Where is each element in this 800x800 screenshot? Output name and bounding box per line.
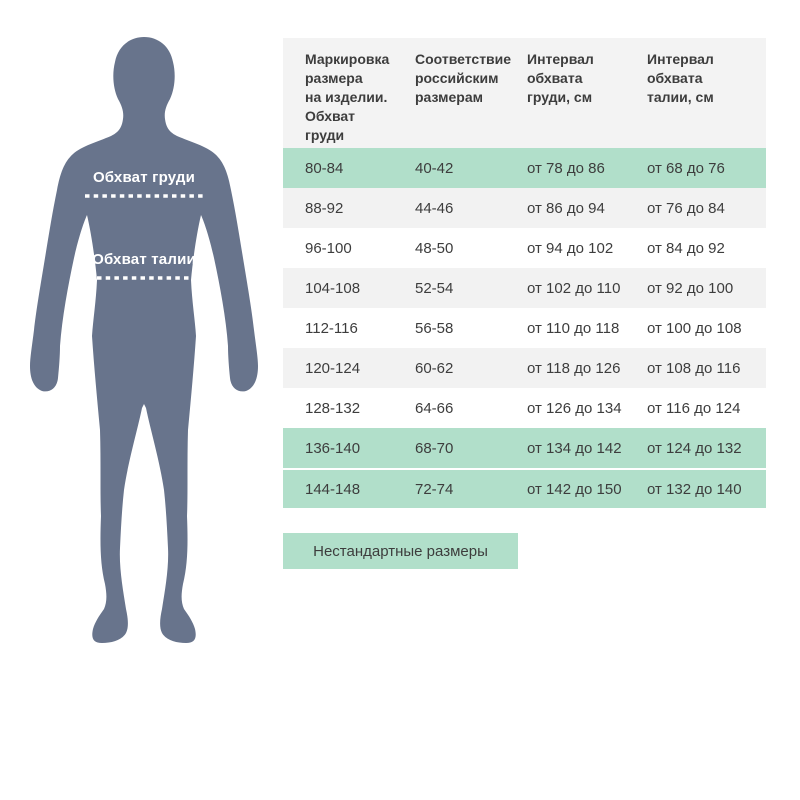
table-row: 80-84 40-42 от 78 до 86 от 68 до 76 (283, 148, 766, 188)
cell-waist: от 132 до 140 (647, 480, 742, 498)
table-row: 136-140 68-70 от 134 до 142 от 124 до 132 (283, 428, 766, 468)
cell-ru: 72-74 (415, 480, 454, 498)
cell-chest: от 94 до 102 (527, 239, 614, 257)
table-row: 128-132 64-66 от 126 до 134 от 116 до 124 (283, 388, 766, 428)
cell-ru: 48-50 (415, 239, 454, 257)
cell-waist: от 124 до 132 (647, 439, 742, 457)
cell-chest: от 110 до 118 (527, 319, 620, 337)
cell-ru: 52-54 (415, 279, 454, 297)
cell-chest: от 102 до 110 (527, 279, 621, 297)
cell-size: 96-100 (305, 239, 352, 257)
cell-size: 136-140 (305, 439, 361, 457)
table-row: 112-116 56-58 от 110 до 118 от 100 до 108 (283, 308, 766, 348)
cell-waist: от 68 до 76 (647, 159, 725, 177)
cell-waist: от 108 до 116 (647, 359, 741, 377)
cell-size: 112-116 (305, 319, 358, 337)
nonstandard-sizes-button[interactable]: Нестандартные размеры (283, 533, 518, 569)
table-header-row: Маркировка размера на изделии. Обхват гр… (283, 38, 766, 148)
cell-ru: 56-58 (415, 319, 454, 337)
body-shape (30, 37, 258, 643)
table-row: 104-108 52-54 от 102 до 110 от 92 до 100 (283, 268, 766, 308)
table-row: 144-148 72-74 от 142 до 150 от 132 до 140 (283, 468, 766, 508)
cell-ru: 64-66 (415, 399, 454, 417)
chest-measure-label: Обхват груди (92, 169, 196, 186)
cell-size: 88-92 (305, 199, 344, 217)
size-table: Маркировка размера на изделии. Обхват гр… (283, 38, 766, 508)
cell-waist: от 116 до 124 (647, 399, 741, 417)
cell-chest: от 134 до 142 (527, 439, 622, 457)
waist-measure-label: Обхват талии (92, 251, 196, 268)
table-row: 88-92 44-46 от 86 до 94 от 76 до 84 (283, 188, 766, 228)
cell-chest: от 86 до 94 (527, 199, 605, 217)
cell-size: 144-148 (305, 480, 361, 498)
cell-size: 104-108 (305, 279, 361, 297)
cell-ru: 40-42 (415, 159, 454, 177)
table-row: 96-100 48-50 от 94 до 102 от 84 до 92 (283, 228, 766, 268)
cell-size: 80-84 (305, 159, 344, 177)
cell-ru: 44-46 (415, 199, 454, 217)
cell-chest: от 142 до 150 (527, 480, 622, 498)
cell-waist: от 76 до 84 (647, 199, 725, 217)
cell-chest: от 118 до 126 (527, 359, 621, 377)
column-header: Маркировка размера на изделии. Обхват гр… (305, 51, 390, 143)
column-header: Интервал обхвата талии, см (647, 51, 714, 105)
cell-waist: от 92 до 100 (647, 279, 734, 297)
column-header: Соответствие российским размерам (415, 51, 512, 105)
cell-size: 128-132 (305, 399, 361, 417)
cell-waist: от 84 до 92 (647, 239, 725, 257)
cell-chest: от 126 до 134 (527, 399, 622, 417)
cell-size: 120-124 (305, 359, 361, 377)
cell-waist: от 100 до 108 (647, 319, 742, 337)
column-header: Интервал обхвата груди, см (527, 51, 594, 105)
cell-ru: 68-70 (415, 439, 454, 457)
cell-ru: 60-62 (415, 359, 454, 377)
cell-chest: от 78 до 86 (527, 159, 605, 177)
table-row: 120-124 60-62 от 118 до 126 от 108 до 116 (283, 348, 766, 388)
table-body: 80-84 40-42 от 78 до 86 от 68 до 76 88-92 44-… (283, 148, 766, 508)
